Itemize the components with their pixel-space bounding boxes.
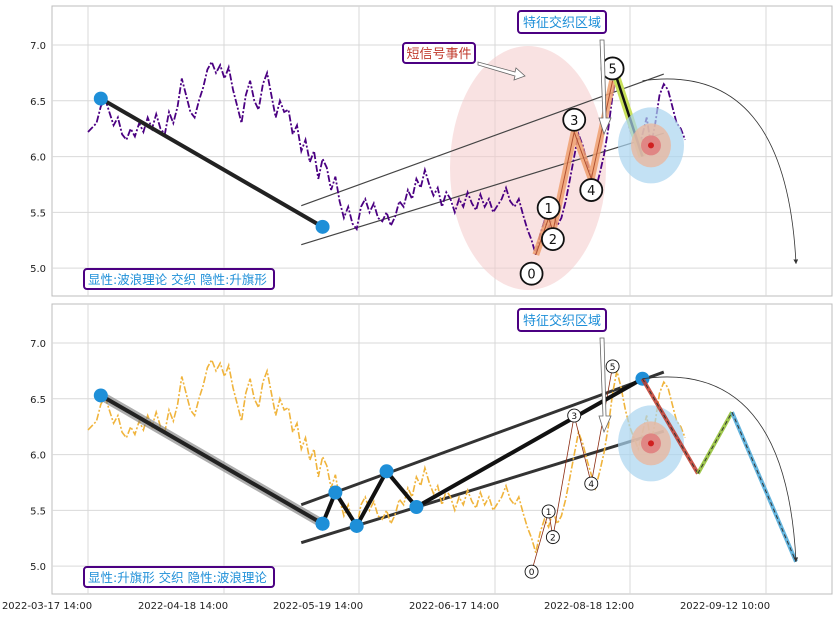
wave-label-text: 0 bbox=[529, 568, 535, 578]
wave-label-circle bbox=[579, 178, 604, 202]
price-series-line bbox=[87, 357, 686, 553]
forecast-segment-dash bbox=[697, 411, 733, 474]
zone-label-box bbox=[517, 308, 607, 332]
flag-pivot-point bbox=[349, 518, 364, 533]
main-pivot-line bbox=[99, 393, 324, 526]
flag-pivot-point bbox=[409, 500, 424, 514]
wave-label-circle bbox=[536, 195, 561, 220]
target-point bbox=[647, 142, 654, 149]
wave-label-circle bbox=[519, 261, 544, 286]
wave-label-text: 4 bbox=[588, 480, 594, 490]
flag-pivot-point bbox=[328, 485, 343, 500]
event-label-box bbox=[402, 42, 476, 64]
forecast-arc bbox=[642, 376, 799, 563]
flag-pivot-point bbox=[379, 464, 394, 479]
main-pivot-point bbox=[93, 388, 108, 403]
wave-path-thin bbox=[531, 366, 613, 572]
y-tick-label: 7.0 bbox=[30, 339, 46, 350]
channel-lower-line bbox=[301, 132, 664, 246]
forecast-segment-dash bbox=[731, 411, 797, 562]
x-tick-label: 2022-04-18 14:00 bbox=[138, 601, 228, 612]
wave-label-text: 0 bbox=[527, 268, 535, 283]
main-pivot-line bbox=[99, 96, 324, 229]
main-pivot-point bbox=[315, 516, 330, 531]
wave-label-circle bbox=[545, 530, 560, 545]
x-tick-label: 2022-08-18 12:00 bbox=[544, 601, 634, 612]
price-series-line bbox=[87, 59, 686, 255]
y-tick-label: 6.5 bbox=[30, 395, 46, 406]
plot-frame bbox=[51, 303, 833, 595]
x-tick-label: 2022-05-19 14:00 bbox=[273, 601, 363, 612]
wave-label-circle bbox=[524, 564, 539, 579]
wave-label-text: 5 bbox=[610, 363, 616, 373]
main-pivot-point bbox=[315, 219, 330, 234]
zone-arrow bbox=[598, 39, 612, 136]
y-tick-label: 6.0 bbox=[30, 451, 46, 462]
x-tick-label: 2022-09-12 10:00 bbox=[680, 601, 770, 612]
wave-label-circle bbox=[584, 476, 599, 491]
wave-label-text: 2 bbox=[550, 534, 556, 544]
y-tick-label: 6.5 bbox=[30, 97, 46, 108]
pattern-label-box bbox=[83, 268, 275, 290]
wave-label-text: 3 bbox=[570, 114, 578, 129]
pattern-label-box bbox=[83, 566, 275, 588]
event-ellipse bbox=[450, 46, 606, 290]
wave-label-circle bbox=[541, 504, 556, 519]
wave-label-text: 4 bbox=[587, 184, 595, 199]
y-tick-label: 5.0 bbox=[30, 264, 46, 275]
wave-label-text: 2 bbox=[549, 233, 557, 248]
event-label-text: 短信号事件 bbox=[406, 47, 471, 62]
zone-label-box bbox=[517, 10, 607, 34]
wave-label-circle bbox=[562, 107, 587, 132]
y-tick-label: 7.0 bbox=[30, 41, 46, 52]
panel-1: 5.0 5.5 6.0 6.5 7.0 0 1 2 3 4 5 特征交织区域短信号事件显性:波浪理论 … bbox=[30, 5, 833, 297]
main-pivot-point bbox=[93, 91, 108, 106]
forecast-arc bbox=[642, 78, 799, 265]
pattern-label-text: 显性:升旗形 交织 隐性:波浪理论 bbox=[88, 570, 267, 585]
zone-label-text: 特征交织区域 bbox=[523, 15, 601, 31]
wave-label-text: 1 bbox=[544, 202, 552, 217]
x-tick-label: 2022-03-17 14:00 bbox=[2, 601, 92, 612]
forecast-segment-dash bbox=[642, 378, 699, 474]
zone-label-text: 特征交织区域 bbox=[523, 313, 601, 329]
wave-label-text: 1 bbox=[546, 508, 552, 518]
wave-label-text: 5 bbox=[608, 62, 616, 77]
y-tick-label: 5.0 bbox=[30, 562, 46, 573]
y-tick-label: 6.0 bbox=[30, 153, 46, 164]
wave-label-text: 3 bbox=[571, 412, 577, 422]
target-point bbox=[647, 440, 654, 447]
wave-label-circle bbox=[540, 227, 565, 252]
zone-arrow bbox=[598, 337, 612, 434]
wave-path-inner bbox=[535, 80, 614, 255]
wave-label-circle bbox=[605, 359, 620, 374]
x-tick-label: 2022-06-17 14:00 bbox=[409, 601, 499, 612]
y-tick-label: 5.5 bbox=[30, 506, 46, 517]
y-tick-label: 5.5 bbox=[30, 208, 46, 219]
pattern-label-text: 显性:波浪理论 交织 隐性:升旗形 bbox=[88, 272, 267, 287]
wave-label-circle bbox=[567, 408, 582, 423]
event-arrow bbox=[477, 61, 526, 81]
